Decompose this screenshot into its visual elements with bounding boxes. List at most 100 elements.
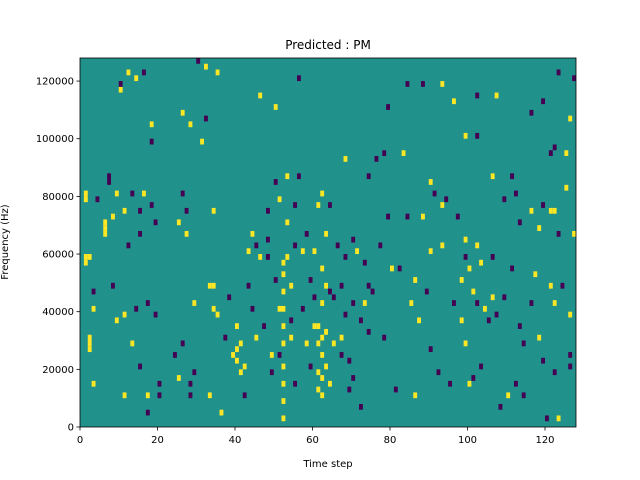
heatmap-cell	[122, 392, 127, 399]
heatmap-cell	[564, 150, 569, 157]
heatmap-cell	[254, 334, 259, 341]
heatmap-cell	[235, 346, 239, 353]
heatmap-cell	[366, 328, 371, 335]
x-tick-label: 60	[306, 435, 319, 446]
heatmap-cell	[548, 282, 553, 289]
heatmap-cell	[176, 219, 181, 226]
x-tick-label: 40	[229, 435, 242, 446]
heatmap-cell	[490, 173, 495, 180]
heatmap-cell	[277, 196, 282, 203]
heatmap-cell	[556, 230, 561, 237]
heatmap-cell	[149, 202, 154, 208]
heatmap-cell	[281, 415, 286, 422]
heatmap-cell	[316, 386, 321, 393]
heatmap-cell	[176, 375, 181, 381]
heatmap-cell	[343, 254, 348, 260]
heatmap-cell	[421, 213, 425, 220]
heatmap-cell	[83, 190, 88, 197]
heatmap-cell	[83, 259, 88, 266]
heatmap-cell	[440, 202, 445, 208]
heatmap-cell	[91, 288, 96, 295]
heatmap-cell	[421, 81, 425, 87]
heatmap-cell	[258, 254, 263, 260]
heatmap-cell	[483, 305, 487, 312]
heatmap-cell	[517, 219, 522, 226]
heatmap-cell	[312, 294, 317, 301]
heatmap-cell	[552, 207, 557, 214]
heatmap-cell	[548, 207, 553, 214]
heatmap-cell	[266, 207, 270, 214]
heatmap-cell	[277, 305, 282, 312]
heatmap-cell	[273, 277, 278, 283]
heatmap-cell	[316, 323, 321, 329]
heatmap-cell	[184, 230, 189, 237]
chart-title: Predicted : PM	[285, 38, 371, 52]
heatmap-cell	[382, 150, 387, 157]
heatmap-cell	[138, 207, 143, 214]
heatmap-cell	[103, 230, 108, 237]
heatmap-cell	[537, 334, 542, 341]
heatmap-cell	[463, 132, 468, 139]
heatmap-cell	[297, 173, 301, 180]
heatmap-cell	[266, 236, 270, 243]
heatmap-cell	[552, 369, 557, 376]
heatmap-cell	[343, 156, 348, 162]
heatmap-cells	[83, 58, 576, 422]
heatmap-cell	[343, 311, 348, 318]
heatmap-cell	[452, 300, 456, 306]
heatmap-cell	[145, 392, 150, 399]
heatmap-cell	[281, 398, 286, 404]
heatmap-cell	[448, 380, 453, 387]
heatmap-cell	[114, 317, 119, 324]
heatmap-cell	[107, 173, 112, 180]
heatmap-cell	[324, 363, 329, 370]
x-tick-label: 80	[384, 435, 397, 446]
heatmap-cell	[556, 69, 561, 76]
heatmap-cell	[572, 75, 576, 82]
heatmap-cell	[293, 202, 298, 208]
heatmap-cell	[568, 115, 573, 122]
heatmap-cell	[436, 369, 441, 376]
x-tick-label: 120	[535, 435, 554, 446]
y-tick-label: 0	[68, 423, 74, 434]
heatmap-cell	[440, 81, 445, 87]
heatmap-cell	[366, 282, 371, 289]
heatmap-cell	[467, 265, 472, 272]
heatmap-cell	[366, 173, 371, 180]
heatmap-cell	[475, 132, 480, 139]
heatmap-cell	[424, 288, 429, 295]
heatmap-cell	[211, 207, 216, 214]
heatmap-cell	[130, 340, 135, 347]
heatmap-cell	[235, 323, 239, 329]
heatmap-cell	[138, 230, 143, 237]
heatmap-cell	[339, 334, 344, 341]
heatmap-cell	[83, 196, 88, 203]
x-axis-ticks: 0 20 40 60 80 100 120	[77, 427, 555, 446]
heatmap-cell	[281, 363, 286, 370]
heatmap-cell	[339, 352, 344, 358]
heatmap-cell	[87, 254, 92, 260]
heatmap-cell	[114, 190, 119, 197]
heatmap-cell	[126, 69, 131, 76]
heatmap-cell	[517, 323, 522, 329]
heatmap-cell	[293, 242, 298, 249]
heatmap-cell	[568, 311, 573, 318]
heatmap-cell	[289, 317, 294, 324]
heatmap-cell	[258, 92, 263, 99]
heatmap-cell	[281, 340, 286, 347]
heatmap-cell	[285, 254, 290, 260]
heatmap-cell	[529, 109, 534, 116]
heatmap-cell	[300, 305, 305, 312]
heatmap-cell	[254, 242, 259, 249]
heatmap-cell	[413, 277, 418, 283]
heatmap-cell	[235, 357, 239, 364]
heatmap-cell	[281, 380, 286, 387]
heatmap-cell	[145, 409, 150, 416]
heatmap-cell	[246, 248, 251, 255]
heatmap-cell	[452, 98, 456, 105]
heatmap-cell	[339, 282, 344, 289]
heatmap-cell	[475, 92, 480, 99]
heatmap-cell	[510, 265, 515, 272]
heatmap-cell	[277, 352, 282, 358]
heatmap-cell	[331, 294, 336, 301]
